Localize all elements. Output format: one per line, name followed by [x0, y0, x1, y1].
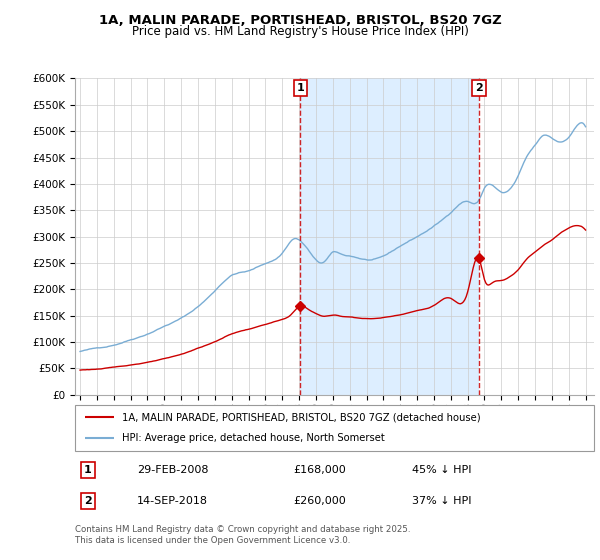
Text: Contains HM Land Registry data © Crown copyright and database right 2025.
This d: Contains HM Land Registry data © Crown c… [75, 525, 410, 545]
Text: 1: 1 [296, 83, 304, 93]
Text: 29-FEB-2008: 29-FEB-2008 [137, 465, 209, 475]
Text: £260,000: £260,000 [293, 496, 346, 506]
Text: 1A, MALIN PARADE, PORTISHEAD, BRISTOL, BS20 7GZ: 1A, MALIN PARADE, PORTISHEAD, BRISTOL, B… [98, 14, 502, 27]
Text: 1: 1 [84, 465, 92, 475]
Text: 14-SEP-2018: 14-SEP-2018 [137, 496, 208, 506]
Text: HPI: Average price, detached house, North Somerset: HPI: Average price, detached house, Nort… [122, 433, 385, 444]
Text: 2: 2 [84, 496, 92, 506]
Text: 2: 2 [475, 83, 483, 93]
Text: 1A, MALIN PARADE, PORTISHEAD, BRISTOL, BS20 7GZ (detached house): 1A, MALIN PARADE, PORTISHEAD, BRISTOL, B… [122, 412, 481, 422]
Text: Price paid vs. HM Land Registry's House Price Index (HPI): Price paid vs. HM Land Registry's House … [131, 25, 469, 38]
Text: 45% ↓ HPI: 45% ↓ HPI [412, 465, 472, 475]
Text: 37% ↓ HPI: 37% ↓ HPI [412, 496, 472, 506]
Text: £168,000: £168,000 [293, 465, 346, 475]
Bar [301, 78, 479, 395]
FancyBboxPatch shape [75, 405, 594, 451]
